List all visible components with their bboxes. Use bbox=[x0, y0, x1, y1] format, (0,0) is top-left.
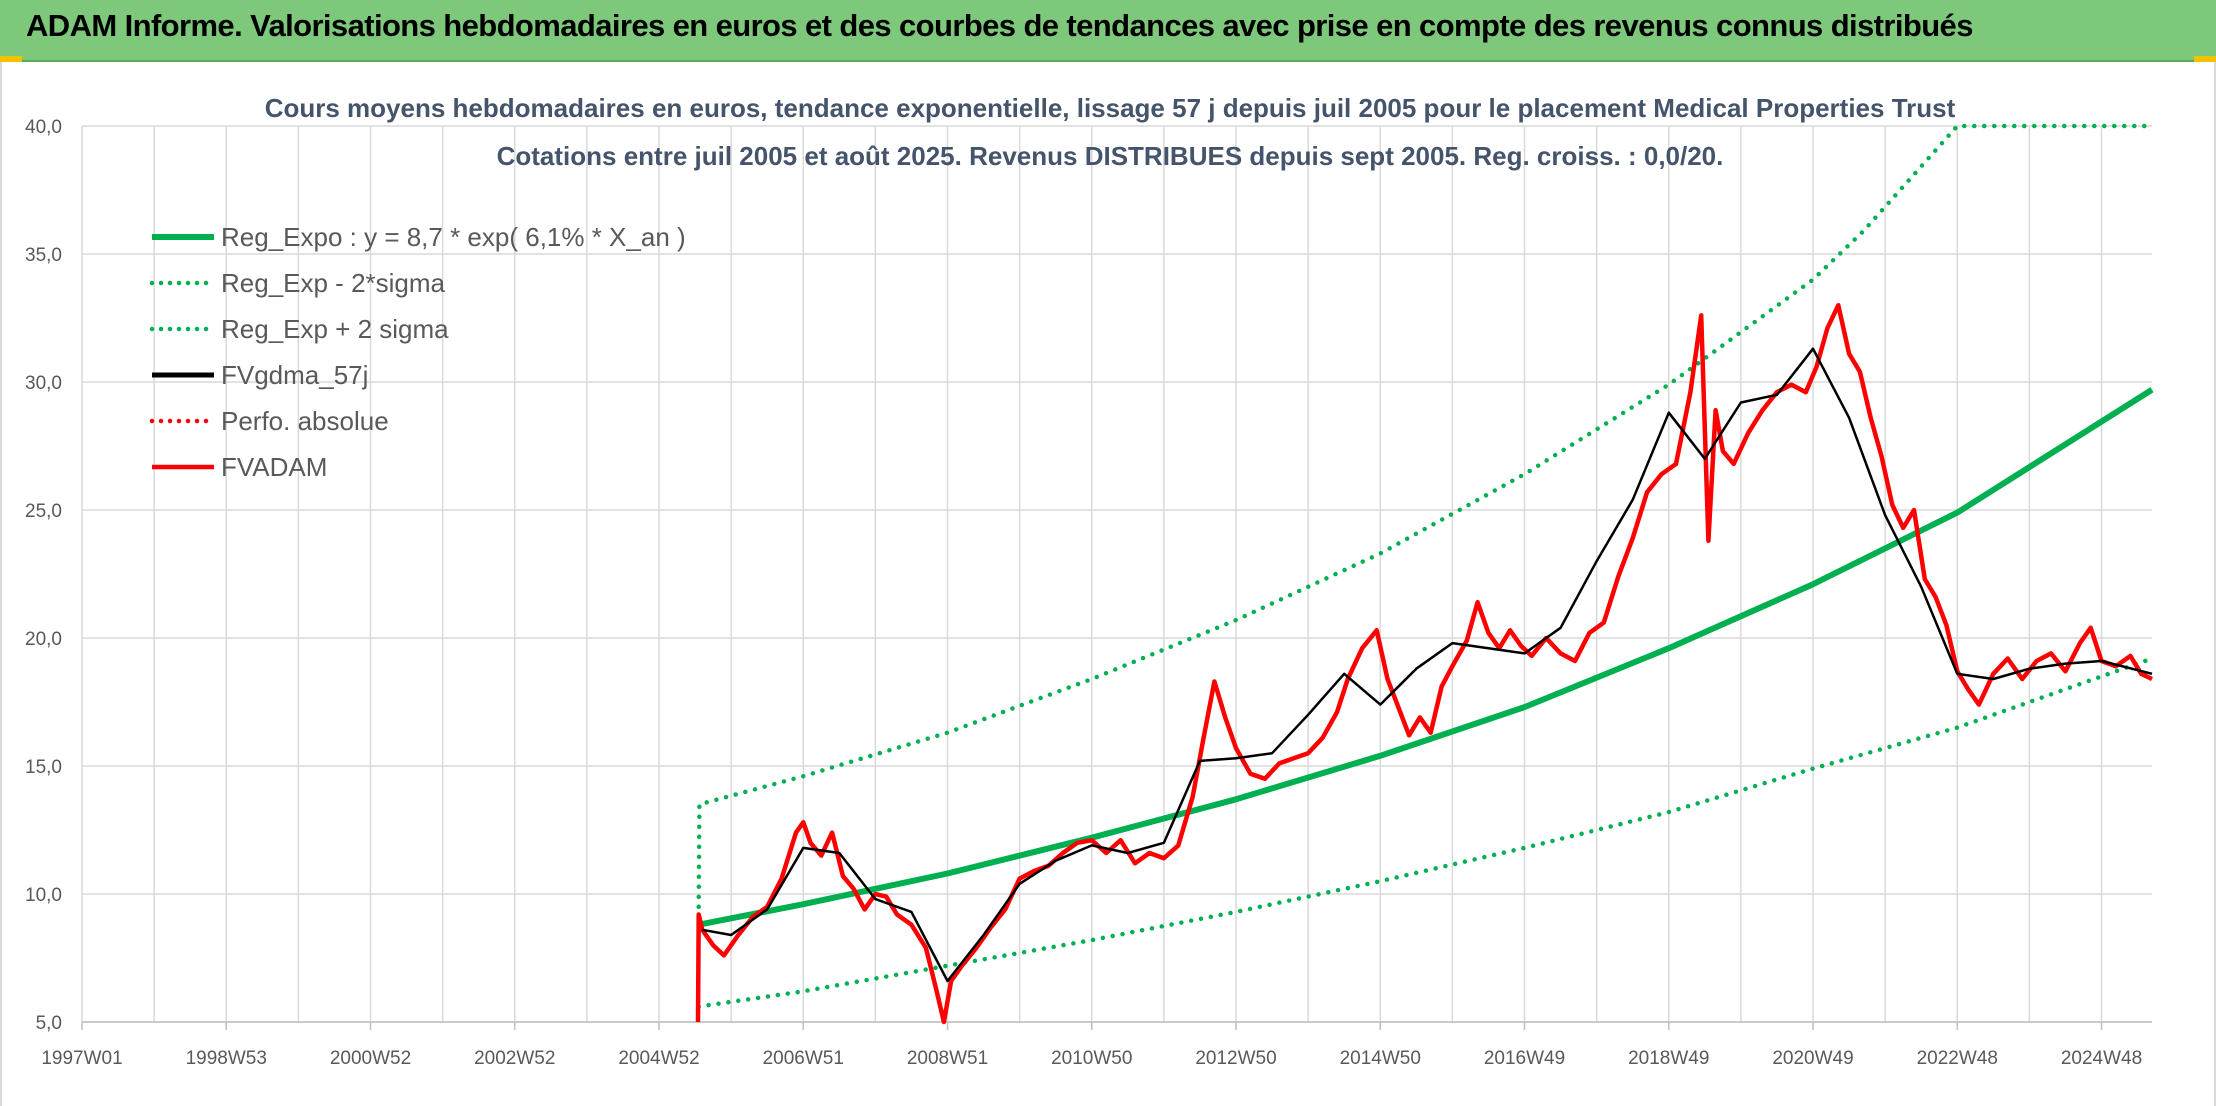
x-tick-label: 1998W53 bbox=[186, 1048, 267, 1069]
x-tick-label: 2012W50 bbox=[1195, 1048, 1276, 1069]
chart-legend: Reg_Expo : y = 8,7 * exp( 6,1% * X_an ) R… bbox=[149, 222, 686, 482]
legend-label: Reg_Exp + 2 sigma bbox=[221, 314, 449, 344]
x-tick-label: 2010W50 bbox=[1051, 1048, 1132, 1069]
x-tick-label: 2000W52 bbox=[330, 1048, 411, 1069]
x-tick-label: 2008W51 bbox=[907, 1048, 988, 1069]
series-line-fvgdma-57j bbox=[702, 347, 2153, 983]
series-line-reg-exp-2-sigma bbox=[696, 656, 2155, 1009]
y-tick-label: 35,0 bbox=[25, 245, 62, 266]
y-tick-label: 20,0 bbox=[25, 629, 62, 650]
legend-label: Reg_Expo : y = 8,7 * exp( 6,1% * X_an ) bbox=[221, 222, 686, 252]
x-tick-label: 2004W52 bbox=[618, 1048, 699, 1069]
legend-label: Reg_Exp - 2*sigma bbox=[221, 268, 446, 298]
series-line-reg-expo-y-8-7-exp-6-1-x-an bbox=[698, 387, 2154, 928]
x-tick-label: 2002W52 bbox=[474, 1048, 555, 1069]
chart-series bbox=[695, 123, 2155, 1025]
y-tick-label: 10,0 bbox=[25, 885, 62, 906]
x-tick-label: 1997W01 bbox=[41, 1048, 122, 1069]
chart-grid bbox=[81, 125, 2152, 1030]
x-tick-label: 2018W49 bbox=[1628, 1048, 1709, 1069]
y-tick-label: 40,0 bbox=[25, 117, 62, 138]
y-tick-label: 15,0 bbox=[25, 757, 62, 778]
report-banner: ADAM Informe. Valorisations hebdomadaire… bbox=[0, 0, 2216, 62]
y-tick-label: 5,0 bbox=[36, 1013, 62, 1034]
chart-subtitle: Cotations entre juil 2005 et août 2025. … bbox=[497, 141, 1724, 171]
series-line-reg-exp-2-sigma bbox=[696, 123, 2155, 910]
y-tick-label: 30,0 bbox=[25, 373, 62, 394]
y-axis-ticks: 5,0 10,0 15,0 20,0 25,0 30,0 35,0 40,0 bbox=[25, 117, 62, 1034]
legend-label: FVgdma_57j bbox=[221, 360, 368, 390]
chart-title: Cours moyens hebdomadaires en euros, ten… bbox=[265, 93, 1956, 123]
legend-label: FVADAM bbox=[221, 452, 327, 482]
x-tick-label: 2016W49 bbox=[1484, 1048, 1565, 1069]
y-tick-label: 25,0 bbox=[25, 501, 62, 522]
x-tick-label: 2024W48 bbox=[2061, 1048, 2142, 1069]
chart-frame bbox=[0, 62, 2216, 1106]
corner-marker bbox=[0, 56, 22, 62]
x-tick-label: 2022W48 bbox=[1917, 1048, 1998, 1069]
report-title: ADAM Informe. Valorisations hebdomadaire… bbox=[26, 8, 1973, 43]
legend-label: Perfo. absolue bbox=[221, 406, 389, 436]
series-line-fvadam bbox=[695, 302, 2153, 1025]
x-axis-ticks: 1997W01 1998W53 2000W52 2002W52 2004W52 2006W… bbox=[41, 1048, 2142, 1069]
corner-marker bbox=[2194, 56, 2216, 62]
x-tick-label: 2006W51 bbox=[763, 1048, 844, 1069]
x-tick-label: 2020W49 bbox=[1772, 1048, 1853, 1069]
x-tick-label: 2014W50 bbox=[1340, 1048, 1421, 1069]
